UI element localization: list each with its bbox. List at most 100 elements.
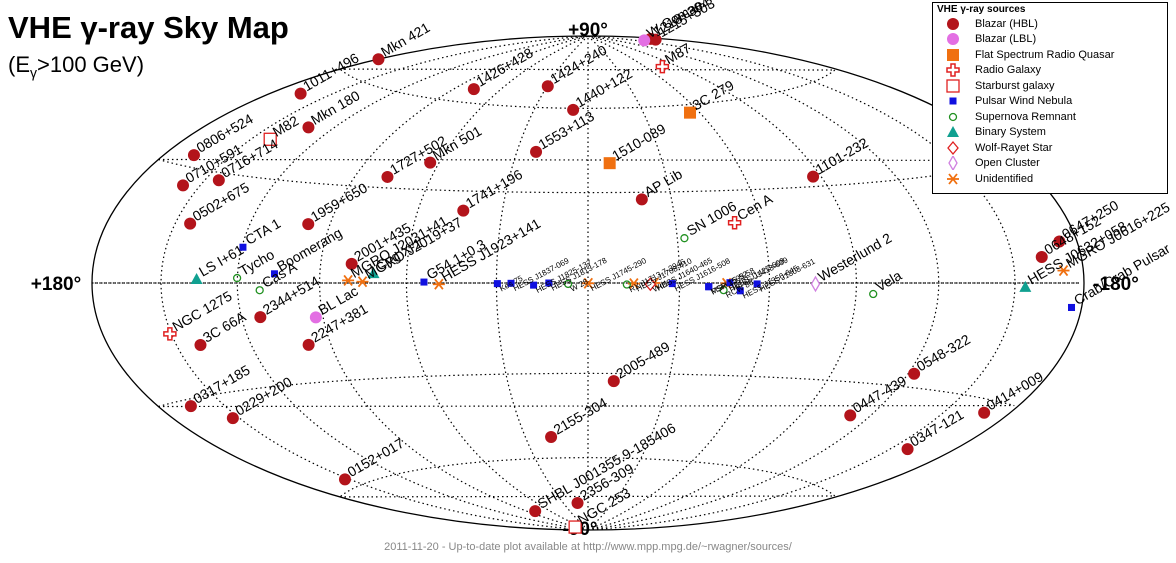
legend-swatch bbox=[947, 126, 959, 138]
snr-marker bbox=[255, 286, 264, 295]
legend-item-radio-galaxy: Radio Galaxy bbox=[933, 63, 1167, 79]
legend-label: Flat Spectrum Radio Quasar bbox=[975, 48, 1115, 61]
source-label: 0347-121 bbox=[907, 406, 966, 450]
pwn-marker bbox=[507, 279, 515, 287]
blazar-hbl-marker bbox=[844, 409, 857, 422]
legend-label: Blazar (LBL) bbox=[975, 33, 1037, 46]
blazar-hbl-marker bbox=[212, 174, 225, 187]
snr-marker bbox=[563, 279, 573, 289]
legend-item-unidentified: Unidentified bbox=[933, 171, 1167, 187]
blazar-hbl-marker bbox=[649, 33, 662, 46]
source-label: Mkn 180 bbox=[308, 87, 363, 128]
source-label: M82 bbox=[270, 112, 302, 140]
legend-swatch bbox=[946, 79, 960, 93]
blazar-hbl-marker bbox=[345, 257, 358, 270]
pwn-marker bbox=[530, 281, 538, 289]
binary-marker bbox=[1019, 280, 1032, 292]
pwn-marker bbox=[545, 279, 553, 287]
blazar-hbl-marker bbox=[545, 431, 558, 444]
pwn-marker bbox=[1068, 303, 1076, 311]
source-label: Cen A bbox=[734, 190, 776, 223]
starburst-marker bbox=[946, 79, 960, 93]
pwn-marker bbox=[668, 280, 676, 288]
blazar-hbl-marker bbox=[467, 83, 480, 96]
blazar-hbl-marker bbox=[381, 170, 394, 183]
radio-galaxy-marker bbox=[727, 215, 742, 230]
legend-item-fsrq: Flat Spectrum Radio Quasar bbox=[933, 47, 1167, 63]
source-label: 1510-089 bbox=[609, 120, 668, 164]
source-label: 0447-439 bbox=[850, 372, 909, 416]
latitude-line bbox=[158, 158, 1015, 194]
pwn-marker bbox=[705, 283, 713, 291]
pwn-marker bbox=[726, 279, 734, 287]
blazar-hbl-marker bbox=[294, 87, 307, 100]
pwn-marker bbox=[239, 243, 247, 251]
snr-marker bbox=[680, 234, 689, 243]
source-label: 1440+122 bbox=[573, 65, 635, 110]
blazar-hbl-marker bbox=[424, 156, 437, 169]
legend-swatch bbox=[949, 97, 957, 105]
axis-label-left: +180° bbox=[31, 274, 81, 295]
blazar-hbl-marker bbox=[184, 400, 197, 413]
fsrq-marker bbox=[603, 157, 616, 170]
open-cluster-marker bbox=[810, 275, 821, 293]
source-label: 2155-304 bbox=[551, 394, 610, 438]
blazar-hbl-marker bbox=[541, 80, 554, 93]
blazar-hbl-marker bbox=[184, 217, 197, 230]
legend-swatch bbox=[948, 112, 958, 121]
source-label: Vela bbox=[873, 267, 905, 295]
legend-swatch bbox=[947, 17, 959, 30]
longitude-line bbox=[587, 35, 1016, 531]
legend-swatch bbox=[947, 173, 959, 185]
blazar-hbl-marker bbox=[571, 496, 584, 509]
blazar-hbl-marker bbox=[635, 193, 648, 206]
source-label: SN 1006 bbox=[684, 198, 739, 239]
unidentified-stroke bbox=[343, 274, 353, 286]
starburst-marker bbox=[568, 520, 582, 534]
page-title: VHE γ-ray Sky Map bbox=[8, 10, 289, 45]
source-label: 0152+017 bbox=[344, 435, 406, 480]
legend-item-wolf-rayet: Wolf-Rayet Star bbox=[933, 140, 1167, 156]
pwn-marker bbox=[753, 280, 761, 288]
source-label: LS I+61 bbox=[196, 241, 246, 279]
legend-label: Starburst galaxy bbox=[975, 79, 1055, 92]
legend-swatch bbox=[947, 140, 959, 155]
blazar-hbl-marker bbox=[177, 179, 190, 192]
legend-item-blazar-hbl: Blazar (HBL) bbox=[933, 16, 1167, 32]
blazar-hbl-marker bbox=[302, 218, 315, 231]
fsrq-marker bbox=[947, 48, 959, 61]
legend-item-blazar-lbl: Blazar (LBL) bbox=[933, 32, 1167, 48]
blazar-hbl-marker bbox=[529, 505, 542, 518]
blazar-hbl-marker bbox=[978, 406, 991, 419]
fsrq-marker bbox=[684, 106, 697, 119]
binary-marker bbox=[190, 272, 203, 284]
radio-galaxy-marker bbox=[163, 327, 177, 341]
blazar-hbl-marker bbox=[607, 375, 620, 388]
binary-marker bbox=[947, 126, 959, 138]
blazar-hbl-marker bbox=[254, 311, 267, 324]
latitude-line bbox=[158, 372, 1015, 408]
starburst-marker bbox=[263, 132, 277, 146]
legend-label: Binary System bbox=[975, 126, 1046, 139]
blazar-hbl-marker bbox=[457, 204, 470, 217]
blazar-hbl-marker bbox=[372, 53, 385, 66]
blazar-hbl-marker bbox=[187, 149, 200, 162]
legend-label: Open Cluster bbox=[975, 157, 1040, 170]
blazar-hbl-marker bbox=[302, 338, 315, 351]
snr-marker bbox=[719, 285, 728, 295]
legend-swatch bbox=[947, 33, 959, 46]
longitude-line bbox=[587, 35, 681, 531]
blazar-lbl-marker bbox=[947, 33, 959, 46]
unidentified-marker bbox=[947, 173, 959, 185]
legend-label: Wolf-Rayet Star bbox=[975, 141, 1053, 154]
subtitle-main: (E bbox=[8, 52, 30, 77]
snr-marker bbox=[232, 273, 242, 283]
legend-swatch bbox=[946, 63, 960, 77]
legend-label: Blazar (HBL) bbox=[975, 17, 1038, 30]
radio-galaxy-marker bbox=[655, 59, 670, 74]
unidentified-marker bbox=[582, 277, 595, 289]
radio-galaxy-marker bbox=[946, 63, 960, 77]
blazar-lbl-marker bbox=[638, 34, 651, 47]
source-label: 1959+650 bbox=[308, 179, 370, 224]
